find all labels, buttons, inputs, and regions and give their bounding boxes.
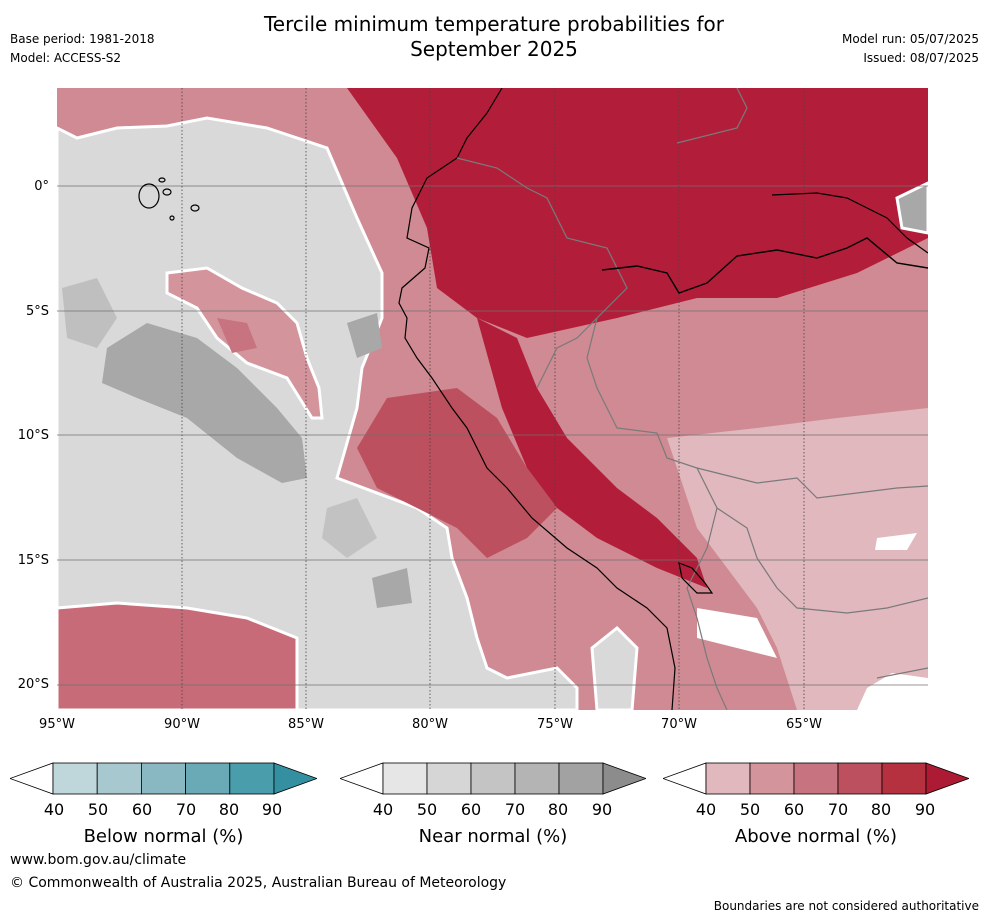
lon-label-70w: 70°W bbox=[661, 717, 697, 732]
above-normal-ocean-core bbox=[217, 318, 257, 353]
near-normal-core-1 bbox=[102, 323, 307, 483]
above-normal-southeast bbox=[667, 408, 928, 710]
cb-below-label: Below normal (%) bbox=[83, 826, 244, 847]
cb-above-tick: 80 bbox=[870, 800, 892, 819]
colorbar-below-svg bbox=[8, 762, 319, 795]
lon-label-85w: 85°W bbox=[288, 717, 324, 732]
white-patch-east bbox=[875, 533, 917, 550]
lon-label-75w: 75°W bbox=[537, 717, 573, 732]
galapagos-islands bbox=[138, 177, 200, 221]
near-normal-core-4 bbox=[372, 568, 412, 608]
coastline bbox=[398, 88, 676, 710]
model-name: Model: ACCESS-S2 bbox=[10, 51, 122, 65]
title-line-1: Tercile minimum temperature probabilitie… bbox=[263, 12, 725, 36]
model-run: Model run: 05/07/2025 bbox=[841, 32, 979, 46]
colorbar-extend-high bbox=[273, 762, 319, 795]
colorbar-near-svg bbox=[338, 762, 648, 795]
amazon-river bbox=[601, 237, 928, 294]
colorbar-above-svg bbox=[661, 762, 971, 795]
above-normal-mid bbox=[357, 388, 557, 558]
base-period: Base period: 1981-2018 bbox=[10, 32, 155, 46]
cb-below-tick: 50 bbox=[87, 800, 109, 819]
probability-map bbox=[57, 88, 928, 710]
cb-near-tick: 60 bbox=[460, 800, 482, 819]
white-patch-south bbox=[697, 608, 777, 658]
cb-below-tick: 90 bbox=[261, 800, 283, 819]
near-normal-region-right-lower bbox=[590, 625, 639, 710]
colorbar-segment bbox=[793, 762, 839, 795]
cb-below-tick: 80 bbox=[218, 800, 240, 819]
cb-above-tick: 50 bbox=[739, 800, 761, 819]
cb-near-tick: 80 bbox=[547, 800, 569, 819]
map-title: Tercile minimum temperature probabilitie… bbox=[0, 12, 988, 62]
near-normal-core-2 bbox=[62, 278, 117, 348]
colorbar-segment bbox=[140, 762, 186, 795]
colorbar-below-normal bbox=[8, 762, 319, 795]
colorbar-segment bbox=[514, 762, 560, 795]
white-patch-southeast bbox=[857, 673, 928, 710]
lake-titicaca bbox=[678, 562, 714, 594]
lon-label-80w: 80°W bbox=[412, 717, 448, 732]
above-normal-north bbox=[347, 88, 928, 338]
colorbar-extend-low bbox=[338, 762, 384, 795]
cb-above-label: Above normal (%) bbox=[734, 826, 898, 847]
cb-above-tick: 70 bbox=[827, 800, 849, 819]
above-normal-andes bbox=[477, 318, 707, 588]
cb-near-tick: 40 bbox=[372, 800, 394, 819]
map-svg bbox=[57, 88, 928, 710]
colorbar-segment bbox=[185, 762, 231, 795]
country-borders bbox=[456, 88, 928, 710]
colorbar-extend-low bbox=[8, 762, 54, 795]
grid-lat bbox=[57, 185, 928, 686]
cb-above-tick: 60 bbox=[783, 800, 805, 819]
issued-date: Issued: 08/07/2025 bbox=[863, 51, 979, 65]
colorbar-above-normal bbox=[661, 762, 971, 795]
colorbar-extend-high bbox=[602, 762, 648, 795]
lat-label-15s: 15°S bbox=[17, 553, 49, 568]
meta-right: Model run: 05/07/2025 Issued: 08/07/2025 bbox=[842, 30, 979, 68]
above-normal-south-band bbox=[57, 601, 299, 710]
lon-label-90w: 90°W bbox=[164, 717, 200, 732]
colorbar-segment bbox=[881, 762, 927, 795]
cb-below-tick: 60 bbox=[131, 800, 153, 819]
river-north bbox=[771, 192, 928, 254]
copyright: © Commonwealth of Australia 2025, Austra… bbox=[10, 875, 507, 891]
colorbar-segment bbox=[52, 762, 98, 795]
lat-label-20s: 20°S bbox=[17, 677, 49, 692]
disclaimer: Boundaries are not considered authoritat… bbox=[713, 899, 979, 913]
grid-lon bbox=[181, 88, 805, 710]
colorbar-segment bbox=[426, 762, 472, 795]
lat-label-10s: 10°S bbox=[17, 428, 49, 443]
meta-left: Base period: 1981-2018 Model: ACCESS-S2 bbox=[10, 30, 155, 68]
colorbar-segment bbox=[96, 762, 142, 795]
cb-near-tick: 90 bbox=[591, 800, 613, 819]
colorbar-segment bbox=[470, 762, 516, 795]
colorbar-extend-low bbox=[661, 762, 707, 795]
colorbar-segment bbox=[749, 762, 795, 795]
cb-above-tick: 90 bbox=[914, 800, 936, 819]
colorbar-extend-high bbox=[925, 762, 971, 795]
cb-near-label: Near normal (%) bbox=[418, 826, 568, 847]
lat-label-5s: 5°S bbox=[25, 304, 49, 319]
colorbar-segment bbox=[705, 762, 751, 795]
lon-label-65w: 65°W bbox=[786, 717, 822, 732]
website-link[interactable]: www.bom.gov.au/climate bbox=[10, 852, 187, 868]
near-normal-east-patch bbox=[895, 181, 928, 235]
cb-above-tick: 40 bbox=[695, 800, 717, 819]
colorbar-segment bbox=[558, 762, 604, 795]
cb-below-tick: 70 bbox=[175, 800, 197, 819]
near-normal-core-5 bbox=[322, 498, 377, 558]
colorbar-segment bbox=[229, 762, 275, 795]
colorbar-near-normal bbox=[338, 762, 648, 795]
lon-label-95w: 95°W bbox=[39, 717, 75, 732]
cb-near-tick: 50 bbox=[416, 800, 438, 819]
lat-label-0: 0° bbox=[34, 179, 49, 194]
colorbar-segment bbox=[382, 762, 428, 795]
title-line-2: September 2025 bbox=[410, 37, 578, 61]
cb-below-tick: 40 bbox=[43, 800, 65, 819]
cb-near-tick: 70 bbox=[504, 800, 526, 819]
near-normal-core-3 bbox=[347, 313, 382, 358]
colorbar-segment bbox=[837, 762, 883, 795]
